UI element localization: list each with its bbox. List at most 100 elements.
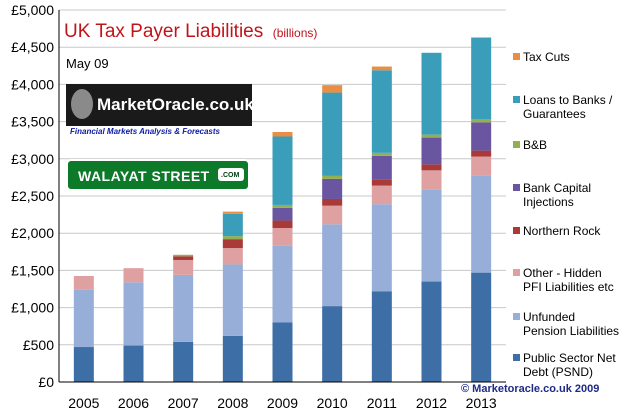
bar-segment: [322, 205, 343, 225]
x-tick-labels: 2005 2006 2007 2008 2009 2010 2011 2012 2013: [68, 395, 497, 411]
bar-segment: [272, 322, 293, 382]
bar-segment: [322, 85, 343, 93]
bar-segment: [371, 152, 392, 156]
bar-segment: [272, 132, 293, 137]
bar-segment: [222, 211, 243, 214]
bar-segment: [222, 248, 243, 265]
y-tick-label: £5,000: [11, 2, 54, 18]
bar-segment: [322, 178, 343, 199]
chart-title: UK Tax Payer Liabilities (billions): [64, 21, 317, 42]
legend-label: Unfunded Pension Liabilities: [523, 310, 619, 338]
y-tick-label: £4,500: [11, 39, 54, 55]
legend-label: Northern Rock: [523, 224, 601, 238]
y-tick-label: £0: [38, 374, 54, 390]
bar-segment: [222, 236, 243, 240]
bar-segment: [471, 119, 492, 123]
bar-segment: [421, 281, 442, 382]
bar-segment: [371, 66, 392, 71]
x-tick-label: 2006: [118, 395, 149, 411]
y-tick-label: £1,500: [11, 262, 54, 278]
chart-title-main: UK Tax Payer Liabilities: [64, 21, 263, 42]
walayat-com-badge: [218, 168, 244, 181]
legend-label: B&B: [523, 138, 547, 152]
bar-segment: [471, 175, 492, 273]
y-tick-label: £3,500: [11, 114, 54, 130]
legend-label: Bank Capital Injections: [523, 181, 591, 209]
walayat-name: WALAYAT STREET: [78, 168, 210, 184]
bar-segment: [322, 198, 343, 206]
bar-segment: [123, 268, 144, 283]
legend-label: Public Sector Net Debt (PSND): [523, 351, 616, 379]
bar-segment: [73, 275, 94, 290]
bar-segment: [272, 207, 293, 221]
bar-segment: [421, 170, 442, 190]
bar-segment: [471, 122, 492, 151]
bar-segment: [272, 204, 293, 208]
legend-swatch: [513, 96, 520, 103]
walayat-street-logo: WALAYAT STREET .COM: [66, 159, 250, 191]
bar-segment: [421, 52, 442, 135]
walayat-sign-bg: [66, 159, 250, 191]
bar-segment: [173, 254, 194, 257]
bar-segment: [123, 282, 144, 346]
x-tick-label: 2010: [317, 395, 348, 411]
legend-swatch: [513, 227, 520, 234]
y-tick-label: £3,000: [11, 151, 54, 167]
bar-segment: [222, 264, 243, 336]
marketoracle-name: MarketOracle.co.uk: [97, 95, 254, 114]
bar-segment: [222, 335, 243, 382]
legend-swatch: [513, 269, 520, 276]
y-tick-label: £1,000: [11, 300, 54, 316]
marketoracle-logo-bg: [66, 84, 252, 126]
y-tick-label: £2,500: [11, 188, 54, 204]
bar-segment: [371, 185, 392, 205]
legend-swatch: [513, 141, 520, 148]
legend-label: Tax Cuts: [523, 50, 570, 64]
bar-segment: [421, 134, 442, 138]
bars: [73, 37, 492, 382]
bar-segment: [123, 345, 144, 382]
bar-segment: [322, 224, 343, 307]
bar-segment: [222, 239, 243, 249]
bar-segment: [471, 156, 492, 176]
x-tick-label: 2012: [416, 395, 447, 411]
bar-segment: [421, 164, 442, 171]
bar-segment: [471, 150, 492, 157]
bar-segment: [371, 291, 392, 382]
bar-segment: [173, 341, 194, 382]
legend-swatch: [513, 313, 520, 320]
oracle-figure-icon: [71, 89, 93, 119]
y-tick-label: £2,000: [11, 225, 54, 241]
bar-segment: [371, 179, 392, 186]
bar-segment: [421, 189, 442, 282]
bar-segment: [471, 37, 492, 120]
y-tick-label: £4,000: [11, 76, 54, 92]
bar-segment: [371, 70, 392, 153]
legend-swatch: [513, 184, 520, 191]
bar-segment: [173, 259, 194, 275]
walayat-suffix: .COM: [221, 172, 239, 179]
legend-swatch: [513, 53, 520, 60]
x-tick-label: 2009: [267, 395, 298, 411]
legend-label: Loans to Banks / Guarantees: [523, 93, 613, 121]
y-tick-labels: £0 £500 £1,000 £1,500 £2,000 £2,500 £3,000 £3,5…: [11, 2, 54, 390]
x-tick-label: 2011: [367, 395, 397, 411]
bar-segment: [421, 137, 442, 165]
legend-label: Other - Hidden PFI Liabilities etc: [523, 266, 614, 294]
bar-segment: [272, 245, 293, 323]
bar-segment: [322, 306, 343, 382]
chart-title-sub: (billions): [273, 26, 318, 40]
marketoracle-tagline: Financial Markets Analysis & Forecasts: [70, 127, 221, 136]
bar-segment: [272, 220, 293, 228]
x-tick-label: 2005: [68, 395, 99, 411]
bar-segment: [272, 136, 293, 205]
bar-segment: [322, 175, 343, 179]
bar-segment: [73, 347, 94, 382]
marketoracle-logo: MarketOracle.co.uk Financial Markets Ana…: [66, 84, 254, 136]
bar-segment: [322, 92, 343, 176]
y-tick-label: £500: [23, 337, 54, 353]
x-tick-label: 2008: [217, 395, 248, 411]
x-tick-label: 2007: [168, 395, 199, 411]
